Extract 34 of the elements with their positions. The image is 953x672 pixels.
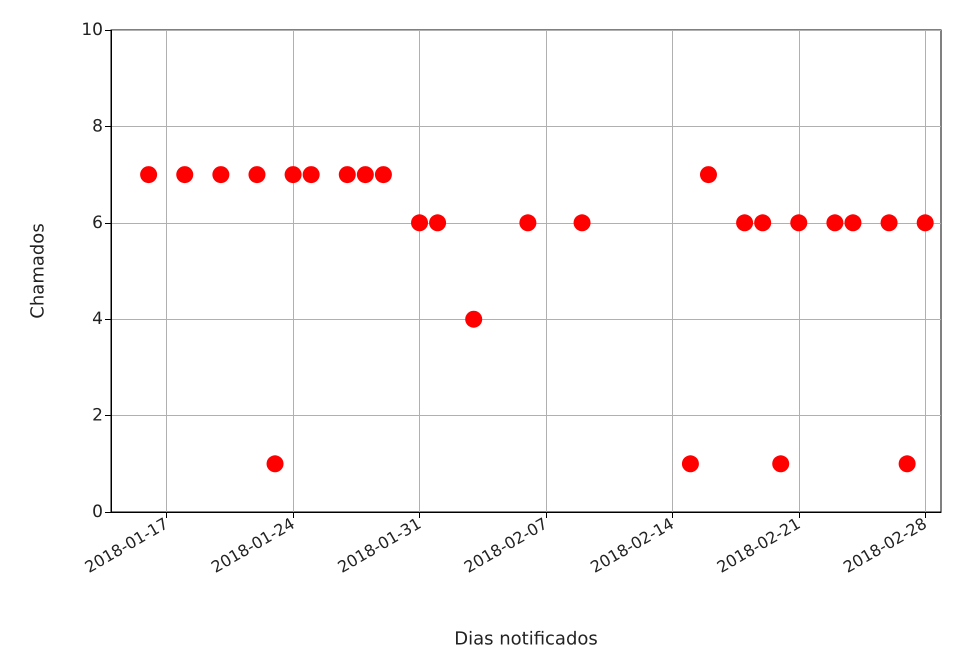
y-tick-label: 2 <box>92 406 103 426</box>
y-tick-label: 6 <box>92 212 103 233</box>
point <box>411 214 428 232</box>
point <box>736 214 754 232</box>
point <box>176 166 194 184</box>
point <box>790 214 808 232</box>
y-tick-label: 10 <box>81 20 103 40</box>
x-axis-title: Dias notificados <box>454 628 598 650</box>
point <box>266 455 284 472</box>
point <box>574 214 591 232</box>
y-axis-title: Chamados <box>28 223 48 319</box>
point <box>429 214 446 232</box>
point <box>284 166 302 184</box>
point <box>700 166 717 184</box>
point <box>338 166 356 184</box>
point <box>826 214 844 232</box>
point <box>212 166 230 184</box>
point <box>465 310 482 328</box>
point <box>140 166 158 184</box>
point <box>844 214 862 232</box>
point <box>898 455 916 472</box>
point <box>519 214 536 232</box>
point <box>772 455 790 472</box>
point <box>356 166 374 184</box>
point <box>302 166 320 184</box>
y-tick-label: 0 <box>92 502 103 522</box>
point <box>248 166 266 184</box>
point <box>374 166 392 184</box>
point <box>880 214 898 232</box>
y-tick-label: 8 <box>92 116 103 136</box>
point <box>682 455 699 472</box>
point <box>754 214 772 232</box>
y-tick-label: 4 <box>92 309 103 330</box>
point <box>916 214 934 232</box>
